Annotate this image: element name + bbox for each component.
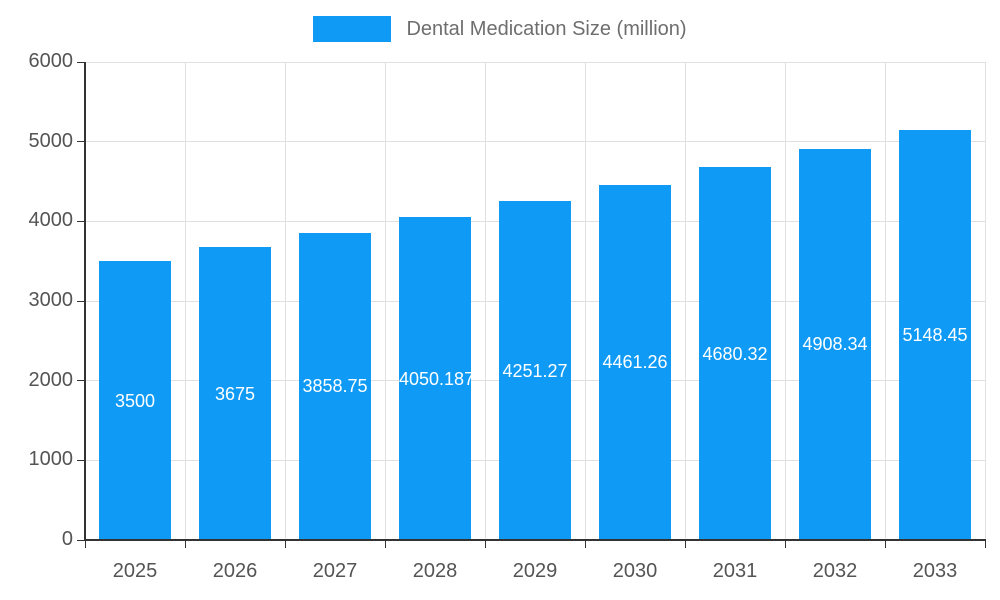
gridline-vertical [184, 62, 186, 540]
bar-value-label-2027: 3858.75 [302, 376, 368, 397]
y-axis-label: 0 [61, 528, 73, 550]
x-axis-label-2028: 2028 [412, 560, 458, 582]
x-axis-tick [584, 541, 586, 548]
legend-label: Dental Medication Size (million) [406, 17, 687, 40]
gridline-vertical [784, 62, 786, 540]
bar-value-label-2026: 3675 [214, 383, 256, 404]
bar-2032[interactable] [799, 148, 871, 540]
legend-swatch[interactable] [313, 16, 392, 42]
gridline-horizontal [85, 141, 985, 143]
x-axis-tick [284, 541, 286, 548]
bar-value-label-2033: 5148.45 [902, 324, 968, 345]
y-axis-tick [77, 539, 84, 541]
gridline-vertical [584, 62, 586, 540]
gridline-vertical [484, 62, 486, 540]
bar-value-label-2030: 4461.26 [602, 352, 668, 373]
y-axis-tick [77, 141, 84, 143]
y-axis-label: 6000 [28, 50, 74, 72]
bar-value-label-2031: 4680.32 [702, 343, 768, 364]
bar-2025[interactable] [99, 261, 171, 540]
x-axis-line [84, 539, 986, 541]
x-axis-tick [784, 541, 786, 548]
x-axis-tick [884, 541, 886, 548]
bar-2031[interactable] [699, 167, 771, 540]
bar-2028[interactable] [399, 217, 471, 540]
x-axis-tick [184, 541, 186, 548]
y-axis-tick [77, 61, 84, 63]
y-axis-line [84, 62, 86, 541]
y-axis-tick [77, 459, 84, 461]
y-axis-tick [77, 220, 84, 222]
x-axis-tick [84, 541, 86, 548]
bar-value-label-2025: 3500 [114, 390, 156, 411]
y-axis-tick [77, 380, 84, 382]
bar-2029[interactable] [499, 201, 571, 540]
y-axis-label: 2000 [28, 368, 74, 391]
bar-value-label-2029: 4251.27 [502, 360, 568, 381]
legend[interactable]: Dental Medication Size (million) [0, 14, 1000, 44]
y-axis-label: 3000 [28, 289, 74, 311]
gridline-vertical [984, 62, 986, 540]
x-axis-tick [984, 541, 986, 548]
gridline-vertical [684, 62, 686, 540]
gridline-horizontal [85, 61, 985, 63]
x-axis-label-2030: 2030 [612, 560, 658, 582]
x-axis-label-2033: 2033 [912, 560, 958, 582]
y-axis-label: 4000 [28, 209, 74, 232]
x-axis-tick [684, 541, 686, 548]
bar-value-label-2032: 4908.34 [802, 334, 868, 355]
x-axis-tick [484, 541, 486, 548]
gridline-vertical [884, 62, 886, 540]
y-axis-tick [77, 300, 84, 302]
x-axis-label-2027: 2027 [312, 560, 358, 582]
bar-2026[interactable] [199, 247, 271, 540]
x-axis-label-2032: 2032 [812, 560, 858, 582]
x-axis-label-2025: 2025 [112, 560, 158, 582]
gridline-vertical [384, 62, 386, 540]
gridline-vertical [284, 62, 286, 540]
x-axis-label-2026: 2026 [212, 560, 258, 582]
bar-2027[interactable] [299, 232, 371, 540]
bar-2030[interactable] [599, 184, 671, 540]
x-axis-tick [384, 541, 386, 548]
y-axis-label: 5000 [28, 129, 74, 152]
bar-value-label-2028: 4050.1875 [399, 368, 471, 389]
x-axis-label-2031: 2031 [712, 560, 758, 582]
bar-2033[interactable] [899, 129, 971, 540]
y-axis-label: 1000 [28, 448, 74, 471]
x-axis-label-2029: 2029 [512, 560, 558, 582]
